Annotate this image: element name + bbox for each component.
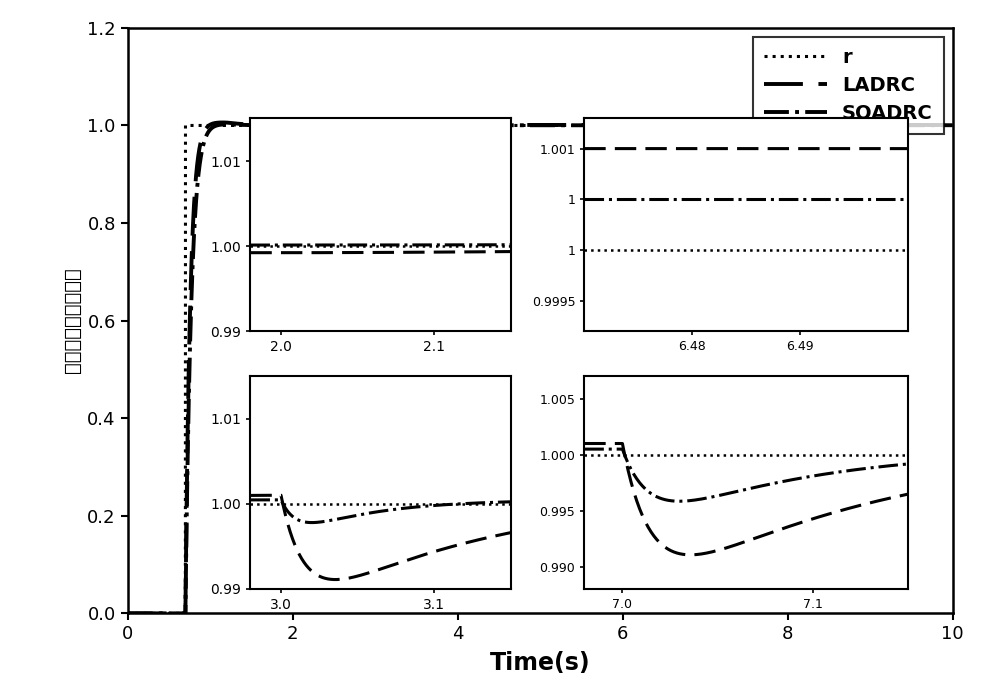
r: [565, 121, 576, 130]
LADRC: [565, 121, 576, 129]
LADRC: [217, 118, 229, 127]
X-axis label: Time(s): Time(s): [490, 652, 590, 675]
LADRC: [947, 121, 958, 129]
r: [122, 609, 134, 618]
LADRC: [713, 123, 725, 131]
r: [713, 121, 725, 130]
SOADRC: [565, 121, 576, 130]
LADRC: [886, 121, 898, 129]
SOADRC: [795, 121, 807, 130]
r: [947, 121, 958, 130]
r: [555, 121, 567, 130]
r: [180, 121, 191, 130]
LADRC: [217, 118, 229, 127]
SOADRC: [947, 121, 958, 130]
r: [217, 121, 229, 130]
SOADRC: [217, 121, 229, 129]
SOADRC: [221, 120, 233, 128]
Y-axis label: 给定值及实际输出値: 给定值及实际输出値: [63, 268, 82, 374]
SOADRC: [122, 609, 134, 618]
r: [795, 121, 807, 130]
LADRC: [795, 121, 807, 129]
r: [886, 121, 898, 130]
SOADRC: [555, 121, 567, 130]
SOADRC: [886, 121, 898, 130]
Legend: r, LADRC, SOADRC: r, LADRC, SOADRC: [753, 37, 944, 134]
LADRC: [122, 609, 134, 618]
Line: LADRC: LADRC: [128, 123, 953, 613]
Line: r: r: [128, 125, 953, 613]
Line: SOADRC: SOADRC: [128, 124, 953, 613]
SOADRC: [713, 121, 725, 130]
LADRC: [555, 121, 567, 129]
